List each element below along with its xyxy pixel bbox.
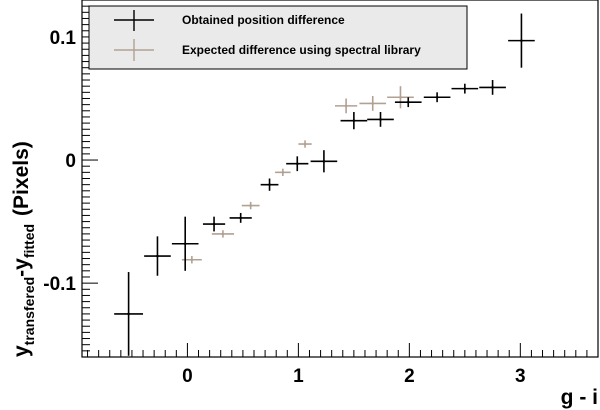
point-marker xyxy=(239,216,242,220)
point-marker xyxy=(491,86,494,89)
legend-marker-obtained xyxy=(114,10,154,31)
x-tick-label: 0 xyxy=(182,366,193,387)
data-point xyxy=(340,112,368,130)
legend-marker-expected xyxy=(114,39,154,61)
data-point xyxy=(144,236,171,276)
data-point xyxy=(211,230,235,238)
data-point xyxy=(286,156,309,172)
data-point xyxy=(260,178,279,191)
point-marker xyxy=(295,162,299,166)
series-expected xyxy=(181,86,414,264)
point-marker xyxy=(221,232,225,236)
point-marker xyxy=(127,312,130,316)
x-tick-label: 3 xyxy=(515,366,526,387)
series-layer xyxy=(114,13,535,356)
series-obtained xyxy=(114,13,535,356)
y-axis-title-main: y xyxy=(10,345,33,357)
data-point xyxy=(310,150,338,173)
legend-box xyxy=(88,5,468,70)
data-point xyxy=(359,96,387,111)
point-marker xyxy=(281,171,285,174)
data-point xyxy=(394,97,422,108)
data-point xyxy=(508,13,535,68)
point-marker xyxy=(212,222,216,226)
y-axis-title-sub1: transfered xyxy=(21,277,37,345)
y-axis-ticks: -0.1 0 0.1 xyxy=(43,0,98,358)
data-point xyxy=(114,272,144,356)
x-axis-title: g - i xyxy=(561,386,598,409)
data-point xyxy=(479,80,506,95)
data-point xyxy=(202,216,226,232)
point-marker xyxy=(379,118,382,121)
point-marker xyxy=(156,254,159,258)
y-tick-label: -0.1 xyxy=(43,274,76,295)
data-point xyxy=(423,92,451,103)
point-marker xyxy=(399,95,402,99)
data-point xyxy=(298,140,312,148)
legend-label-obtained: Obtained position difference xyxy=(182,13,345,27)
y-axis-title: ytransfered-yfitted (Pixels) xyxy=(10,141,37,357)
y-axis-title-sub2: fitted xyxy=(21,224,37,258)
point-marker xyxy=(268,183,271,186)
data-point xyxy=(171,216,199,271)
x-tick-label: 2 xyxy=(404,366,415,387)
point-marker xyxy=(352,119,356,122)
data-point xyxy=(335,98,358,114)
point-marker xyxy=(344,104,348,108)
point-marker xyxy=(463,87,467,90)
point-marker xyxy=(371,102,375,105)
x-axis-ticks: 0 1 2 3 xyxy=(87,343,599,387)
point-marker xyxy=(435,95,439,99)
y-tick-label: 0.1 xyxy=(50,28,77,49)
data-point xyxy=(451,83,479,94)
y-axis-title-tail: (Pixels) xyxy=(10,141,33,216)
point-marker xyxy=(183,242,187,246)
point-marker xyxy=(249,204,252,207)
data-point xyxy=(229,212,252,223)
data-point xyxy=(387,86,414,109)
y-tick-label: 0 xyxy=(65,151,76,172)
legend-label-expected: Expected difference using spectral libra… xyxy=(182,43,421,57)
point-marker xyxy=(406,100,410,104)
x-tick-label: 1 xyxy=(293,366,304,387)
y-axis-title-mid: -y xyxy=(10,258,33,277)
point-marker xyxy=(322,159,326,163)
point-marker xyxy=(520,39,523,42)
data-point xyxy=(367,112,394,127)
data-point xyxy=(275,168,291,177)
point-marker xyxy=(190,258,194,262)
point-marker xyxy=(303,142,307,146)
data-point xyxy=(241,201,260,210)
legend: Obtained position difference Expected di… xyxy=(88,5,468,70)
